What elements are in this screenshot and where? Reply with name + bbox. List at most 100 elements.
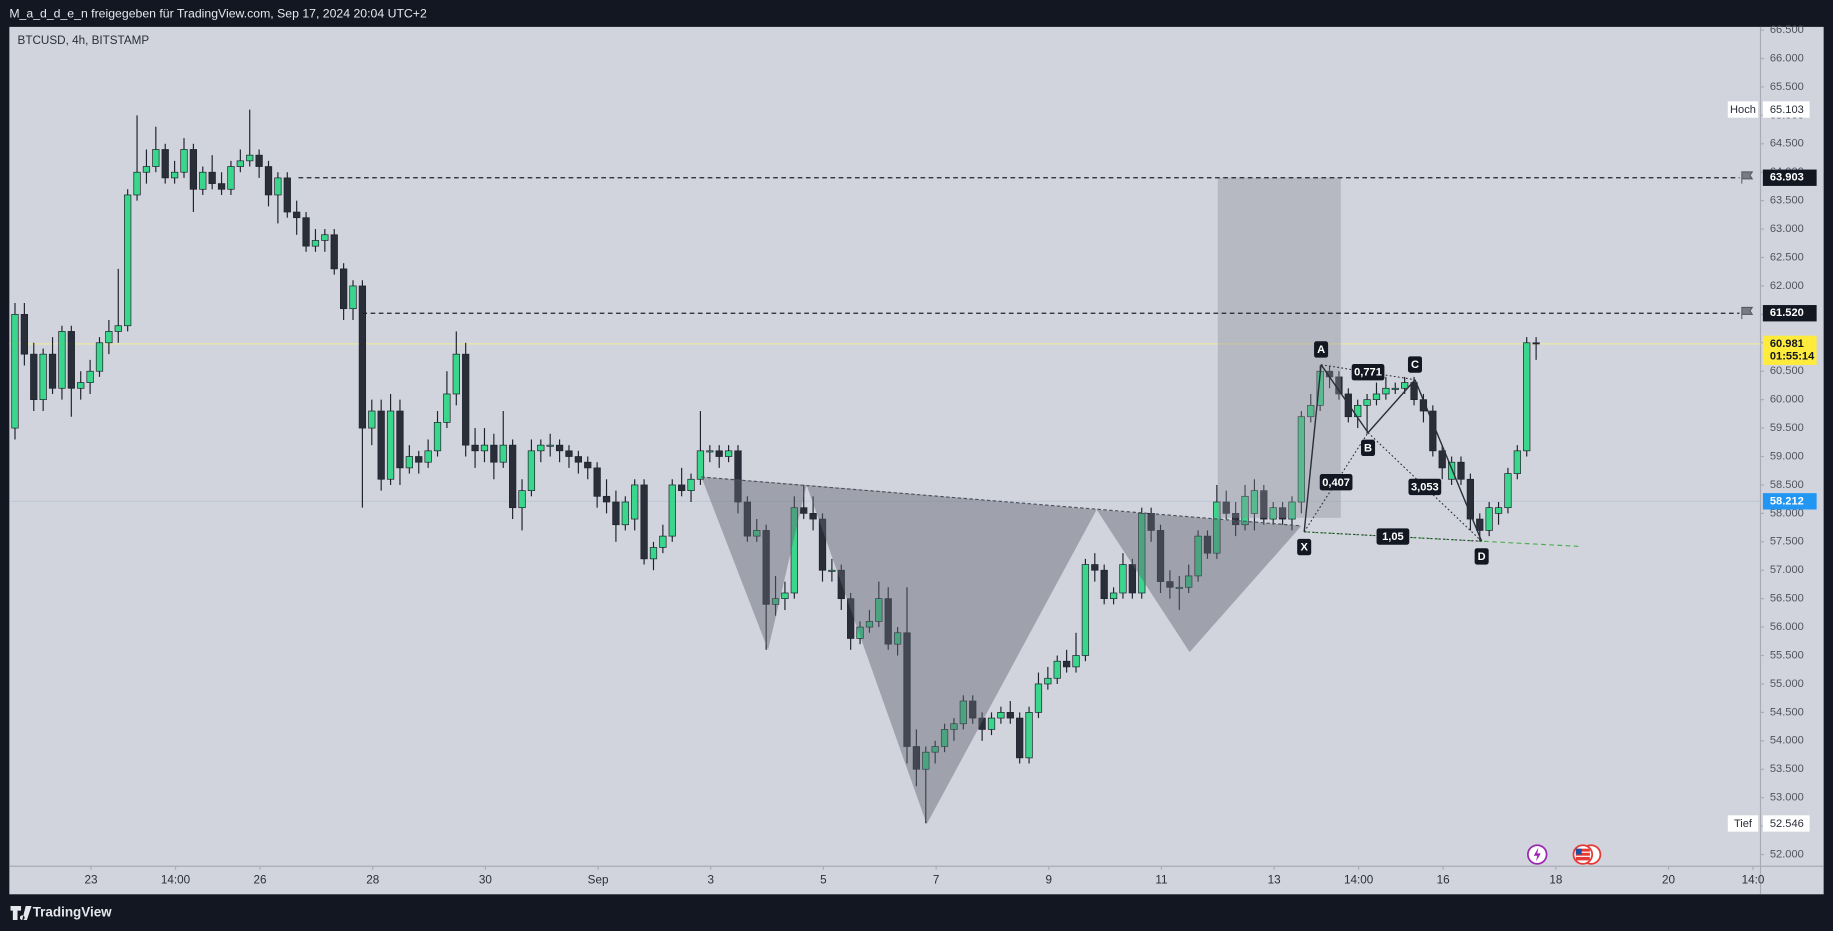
flag-glyph xyxy=(1575,848,1590,861)
y-tick-label: 63.000 xyxy=(1770,223,1804,235)
candle-body xyxy=(1053,660,1061,679)
level-flag[interactable] xyxy=(1741,171,1754,184)
candle-body xyxy=(30,353,38,401)
candle-body xyxy=(518,490,526,509)
neckline xyxy=(701,476,1302,527)
price-label-box xyxy=(1762,335,1817,365)
candle-body xyxy=(39,353,47,401)
candle-body xyxy=(1072,655,1080,668)
candle-body xyxy=(1044,677,1052,685)
candle-body xyxy=(302,217,310,247)
price-label: 63.903 xyxy=(1770,172,1804,184)
candle-body xyxy=(865,621,874,628)
pattern-point-label-box xyxy=(1407,356,1422,373)
y-tick-label: 57.000 xyxy=(1770,564,1804,576)
x-tick-label: 28 xyxy=(366,873,379,886)
pattern-leg xyxy=(1414,379,1483,542)
brand-name[interactable]: TradingView xyxy=(33,905,112,920)
pattern-leg xyxy=(1320,364,1369,434)
candle-body xyxy=(715,450,723,457)
pattern-ratio-box xyxy=(1376,528,1410,545)
candle-body xyxy=(1213,501,1221,554)
price-label-box xyxy=(1762,169,1817,186)
candle-body xyxy=(114,325,122,332)
candle-body xyxy=(490,444,498,463)
pattern-point-label: A xyxy=(1317,344,1325,356)
candle-body xyxy=(1156,530,1165,582)
candle-body xyxy=(537,444,545,452)
candle-body xyxy=(856,626,864,639)
candle-body xyxy=(1250,490,1259,514)
axes: 52.00052.50053.00053.50054.00054.50055.0… xyxy=(85,24,1817,886)
x-tick-label: 20 xyxy=(1662,873,1676,886)
candle-body xyxy=(452,353,460,395)
y-tick-label: 66.500 xyxy=(1770,24,1804,36)
candle-body xyxy=(1523,342,1531,452)
candle-body xyxy=(687,478,695,491)
low-value: 52.546 xyxy=(1770,818,1804,830)
candle-body xyxy=(1344,393,1352,418)
candle-body xyxy=(621,501,629,526)
y-tick-label: 58.500 xyxy=(1770,479,1804,491)
candle-body xyxy=(724,450,733,457)
high-title: Hoch xyxy=(1730,104,1756,116)
candle-body xyxy=(462,353,470,446)
candle-body xyxy=(1185,575,1193,588)
candle-body xyxy=(847,598,855,639)
pattern-point-label: C xyxy=(1411,359,1419,371)
y-tick-label: 59.500 xyxy=(1770,422,1804,434)
head-shoulders-triangle xyxy=(806,484,1097,825)
x-tick-label: 14:00 xyxy=(161,873,191,886)
candle-body xyxy=(1363,399,1371,406)
candle-body xyxy=(377,410,385,480)
x-tick-label: 13 xyxy=(1268,873,1281,886)
x-tick-label: 5 xyxy=(820,873,827,886)
candle-body xyxy=(649,547,658,560)
pattern-point-label: B xyxy=(1364,442,1372,454)
candle-body xyxy=(940,729,949,747)
candle-body xyxy=(1025,712,1033,759)
y-tick-label: 59.000 xyxy=(1770,450,1804,462)
pattern-ratio-box xyxy=(1319,474,1353,491)
share-header: M_a_d_d_e_n freigegeben für TradingView.… xyxy=(9,6,427,20)
y-tick-label: 66.000 xyxy=(1770,52,1804,64)
candle-body xyxy=(631,484,639,520)
x-tick-label: 30 xyxy=(479,873,493,886)
y-tick-label: 60.000 xyxy=(1770,394,1804,406)
candle-body xyxy=(1504,473,1512,509)
candle-body xyxy=(678,484,686,491)
candle-body xyxy=(997,712,1005,719)
y-tick-label: 65.500 xyxy=(1770,81,1804,93)
candle-body xyxy=(227,166,235,190)
candle-body xyxy=(255,154,263,167)
candle-body xyxy=(1100,569,1108,600)
candle-body xyxy=(95,342,104,372)
y-tick-label: 55.500 xyxy=(1770,649,1804,661)
candle-body xyxy=(480,444,489,452)
symbol-title: BTCUSD, 4h, BITSTAMP xyxy=(18,34,150,47)
candle-body xyxy=(20,314,28,355)
x-tick-label: 18 xyxy=(1549,873,1562,886)
low-title-box xyxy=(1727,815,1759,832)
candle-body xyxy=(1063,660,1071,668)
level-flag[interactable] xyxy=(1741,306,1754,320)
candle-body xyxy=(199,171,207,190)
candle-body xyxy=(415,456,423,463)
pattern-leg xyxy=(1367,379,1416,434)
candle-body xyxy=(1372,393,1381,401)
y-tick-label: 58.000 xyxy=(1770,507,1804,519)
y-tick-label: 56.500 xyxy=(1770,593,1804,605)
candle-body xyxy=(527,450,536,491)
candle-body xyxy=(1438,450,1446,469)
candle-body xyxy=(424,450,432,463)
candle-body xyxy=(311,240,320,247)
pattern-point-label: X xyxy=(1300,542,1308,554)
candle-body xyxy=(893,632,902,645)
high-title-box xyxy=(1727,101,1759,118)
candle-body xyxy=(1006,712,1014,719)
y-tick-label: 64.500 xyxy=(1770,138,1804,150)
candle-body xyxy=(433,422,442,452)
low-value-box xyxy=(1762,815,1810,832)
pattern-ratio: 0,407 xyxy=(1322,477,1350,489)
